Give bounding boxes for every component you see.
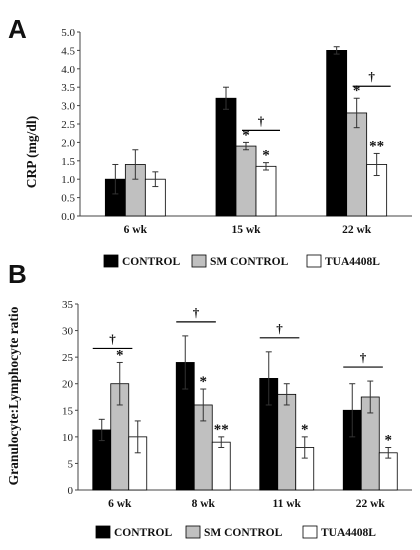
significance-mark: * bbox=[262, 148, 270, 164]
y-tick-label: 10 bbox=[62, 432, 74, 444]
significance-mark: * bbox=[301, 422, 309, 438]
x-category-label: 15 wk bbox=[231, 224, 261, 236]
legend-label: CONTROL bbox=[114, 527, 172, 539]
y-tick-label: 0.0 bbox=[61, 211, 75, 223]
significance-mark: * bbox=[353, 83, 361, 99]
y-tick-label: 2.5 bbox=[61, 119, 75, 131]
y-tick-label: 5.0 bbox=[61, 27, 75, 39]
bar-tua4408l bbox=[211, 441, 231, 491]
legend-label: SM CONTROL bbox=[210, 256, 289, 268]
x-category-label: 8 wk bbox=[192, 498, 216, 510]
panel-b-legend: CONTROL SM CONTROL TUA4408L bbox=[95, 525, 376, 539]
legend-label: SM CONTROL bbox=[204, 527, 283, 539]
dagger-mark: † bbox=[193, 305, 200, 320]
panel-b-y-axis-label: Granulocyte:Lymphocyte ratio bbox=[6, 306, 21, 485]
significance-mark: * bbox=[200, 374, 208, 390]
y-tick-label: 0 bbox=[68, 485, 74, 497]
bar-sm-control bbox=[235, 145, 257, 217]
panel-a-y-axis-label: CRP (mg/dl) bbox=[24, 116, 39, 188]
significance-mark: * bbox=[116, 347, 124, 363]
y-tick-label: 30 bbox=[62, 326, 74, 338]
legend-swatch bbox=[302, 525, 318, 539]
legend-swatch bbox=[191, 254, 207, 268]
dagger-mark: † bbox=[258, 113, 265, 128]
y-tick-label: 4.0 bbox=[61, 64, 75, 76]
panel-a-plot: 0.00.51.01.52.02.53.03.54.04.55.06 wk**†… bbox=[61, 27, 412, 236]
panel-b-letter: B bbox=[8, 259, 27, 289]
y-tick-label: 15 bbox=[62, 405, 74, 417]
y-tick-label: 35 bbox=[62, 299, 74, 311]
y-tick-label: 20 bbox=[62, 379, 74, 391]
bar-control bbox=[215, 97, 237, 217]
legend-swatch bbox=[103, 254, 119, 268]
y-tick-label: 4.5 bbox=[61, 45, 75, 57]
x-category-label: 22 wk bbox=[342, 224, 372, 236]
legend-swatch bbox=[95, 525, 111, 539]
y-tick-label: 2.0 bbox=[61, 137, 75, 149]
significance-mark: * bbox=[385, 432, 393, 448]
dagger-mark: † bbox=[368, 69, 375, 84]
y-tick-label: 5 bbox=[68, 458, 74, 470]
dagger-mark: † bbox=[109, 331, 116, 346]
y-tick-label: 1.5 bbox=[61, 156, 75, 168]
panel-a-legend: CONTROL SM CONTROL TUA4408L bbox=[103, 254, 380, 268]
bar-tua4408l bbox=[255, 165, 277, 217]
legend-swatch bbox=[306, 254, 322, 268]
x-category-label: 6 wk bbox=[108, 498, 132, 510]
y-tick-label: 25 bbox=[62, 352, 74, 364]
y-tick-label: 3.0 bbox=[61, 101, 75, 113]
significance-mark: ** bbox=[369, 138, 384, 154]
x-category-label: 6 wk bbox=[124, 224, 148, 236]
bar-control bbox=[326, 50, 348, 217]
panel-a: A CRP (mg/dl) 0.0 0.5 1.0 1.5 2.0 2.5 3.0 3.5 4.… bbox=[8, 14, 412, 268]
dagger-mark: † bbox=[276, 321, 283, 336]
y-tick-label: 1.0 bbox=[61, 174, 75, 186]
legend-label: CONTROL bbox=[122, 256, 180, 268]
panel-a-letter: A bbox=[8, 14, 27, 44]
y-tick-label: 3.5 bbox=[61, 82, 75, 94]
significance-mark: ** bbox=[214, 422, 229, 438]
y-tick-label: 0.5 bbox=[61, 193, 75, 205]
legend-label: TUA4408L bbox=[321, 527, 376, 539]
dagger-mark: † bbox=[360, 350, 367, 365]
significance-mark: * bbox=[242, 127, 250, 143]
bar-sm-control bbox=[277, 393, 297, 491]
legend-swatch bbox=[185, 525, 201, 539]
x-category-label: 22 wk bbox=[356, 498, 386, 510]
panel-b: B Granulocyte:Lymphocyte ratio 0 5 10 15 20 2… bbox=[6, 259, 412, 539]
bar-sm-control bbox=[346, 112, 368, 217]
x-category-label: 11 wk bbox=[273, 498, 302, 510]
legend-label: TUA4408L bbox=[325, 256, 380, 268]
